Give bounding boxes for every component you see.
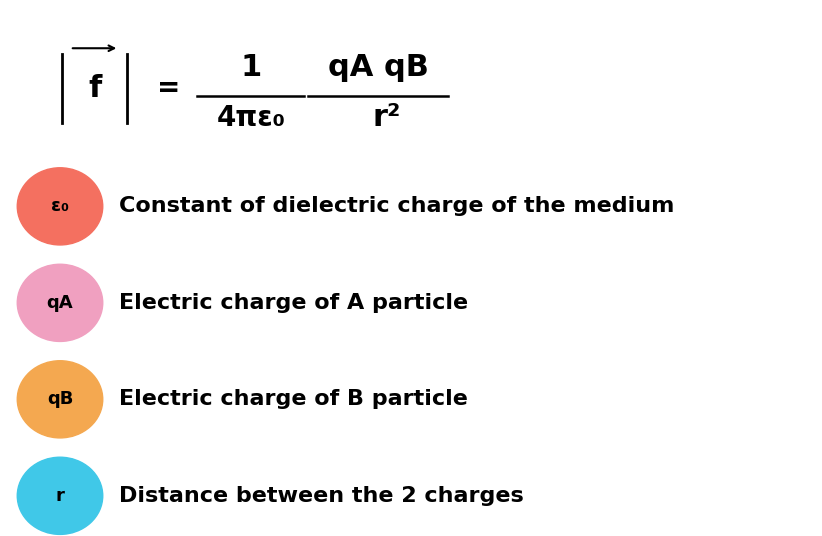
Ellipse shape — [17, 457, 103, 534]
Ellipse shape — [17, 264, 103, 341]
Text: Constant of dielectric charge of the medium: Constant of dielectric charge of the med… — [119, 196, 675, 217]
Text: r²: r² — [372, 103, 400, 132]
Text: =: = — [157, 75, 180, 102]
Text: f: f — [88, 74, 101, 103]
Text: qA: qA — [47, 294, 73, 312]
Ellipse shape — [17, 361, 103, 438]
Text: Distance between the 2 charges: Distance between the 2 charges — [119, 486, 524, 506]
Text: ε₀: ε₀ — [51, 197, 69, 215]
Text: r: r — [56, 487, 64, 505]
Text: Electric charge of A particle: Electric charge of A particle — [119, 293, 469, 313]
Text: qA qB: qA qB — [328, 53, 428, 81]
Text: qB: qB — [47, 390, 73, 408]
Ellipse shape — [17, 168, 103, 245]
Text: Electric charge of B particle: Electric charge of B particle — [119, 389, 468, 410]
Text: 1: 1 — [240, 53, 261, 81]
Text: 4πε₀: 4πε₀ — [216, 104, 285, 132]
